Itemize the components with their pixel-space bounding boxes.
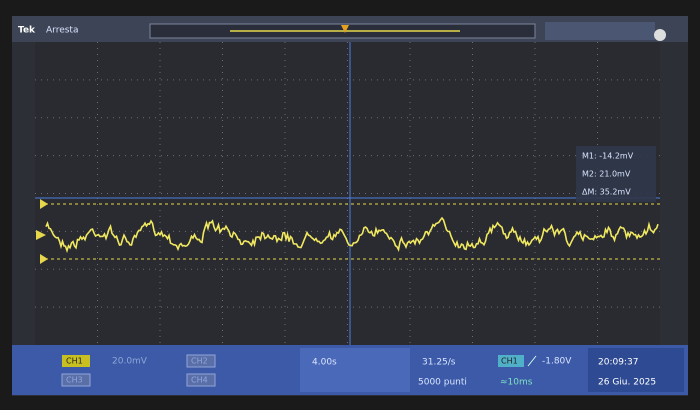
readout: ΔM: 35.2mV [582, 188, 631, 197]
ch4-label: CH4 [191, 376, 208, 385]
ch2-label: CH2 [191, 357, 208, 366]
top-icons [545, 22, 655, 40]
time: 20:09:37 [598, 358, 638, 368]
timebase-panel [300, 348, 410, 392]
trigger-level: -1.80V [542, 357, 572, 367]
ch1-label: CH1 [66, 357, 83, 366]
timebase: 4.00s [312, 358, 337, 368]
ch1-scale: 20.0mV [112, 357, 148, 367]
menu-button[interactable] [654, 29, 666, 41]
readout: M2: 21.0mV [582, 170, 631, 179]
trigger-delay: ≈10ms [500, 378, 533, 388]
trigger-source: CH1 [501, 357, 518, 366]
brand: Tek [18, 26, 36, 36]
acq-status: Arresta [46, 26, 78, 36]
ch3-label: CH3 [66, 376, 83, 385]
record-length: 5000 punti [418, 378, 467, 388]
date: 26 Giu. 2025 [598, 378, 656, 388]
sample-rate: 31.25/s [422, 358, 456, 368]
oscilloscope: Tek Arresta M1: -14.2mV M2: 21.0mV ΔM: 3… [0, 0, 700, 410]
readout: M1: -14.2mV [582, 152, 634, 161]
